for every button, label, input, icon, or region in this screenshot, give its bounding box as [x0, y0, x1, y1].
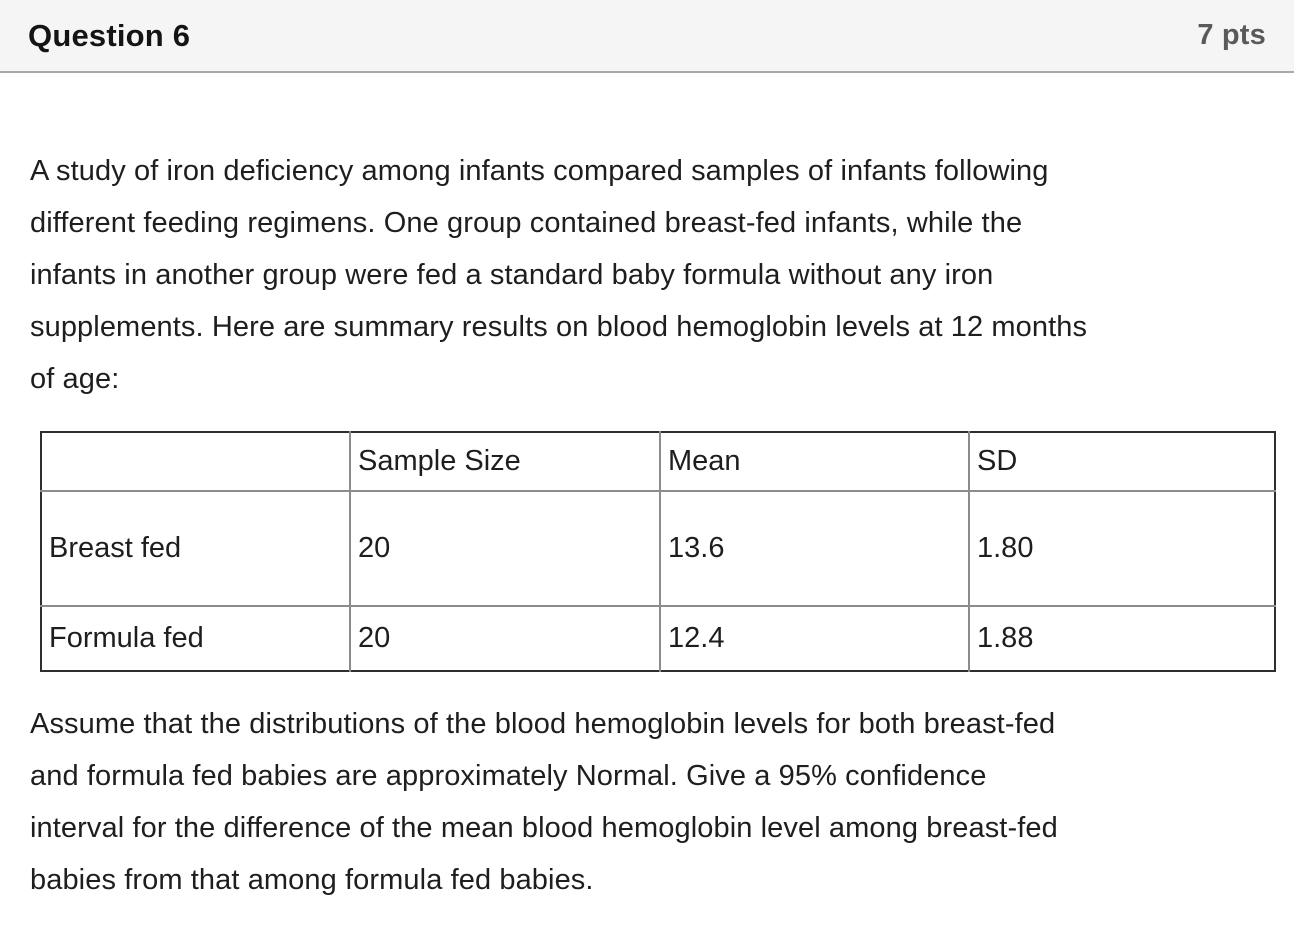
column-header-sample-size: Sample Size: [349, 432, 660, 491]
column-header-mean: Mean: [659, 432, 969, 491]
question-body: A study of iron deficiency among infants…: [0, 145, 1294, 906]
column-header-sd: SD: [968, 432, 1275, 491]
table-row-formula-fed: Formula fed 20 12.4 1.88: [41, 605, 1275, 671]
summary-results-table: Sample Size Mean SD Breast fed 20 13.6 1…: [40, 431, 1276, 672]
question-title: Question 6: [28, 17, 191, 53]
table-cell: 13.6: [659, 490, 969, 606]
table-row-breast-fed: Breast fed 20 13.6 1.80: [41, 490, 1275, 606]
question-text-paragraph-2: Assume that the distributions of the blo…: [30, 708, 1058, 896]
column-header-empty: [41, 432, 350, 491]
table-cell: 20: [349, 490, 660, 606]
row-label: Formula fed: [41, 605, 350, 671]
table-cell: 1.80: [968, 490, 1275, 606]
question-header: Question 6 7 pts: [0, 0, 1294, 73]
table-cell: 12.4: [659, 605, 969, 671]
table-cell: 20: [349, 605, 660, 671]
table-header-row: Sample Size Mean SD: [41, 432, 1275, 491]
table-cell: 1.88: [968, 605, 1275, 671]
row-label: Breast fed: [41, 490, 350, 606]
question-points-badge: 7 pts: [1197, 19, 1266, 51]
question-text-paragraph-1: A study of iron deficiency among infants…: [30, 155, 1088, 395]
